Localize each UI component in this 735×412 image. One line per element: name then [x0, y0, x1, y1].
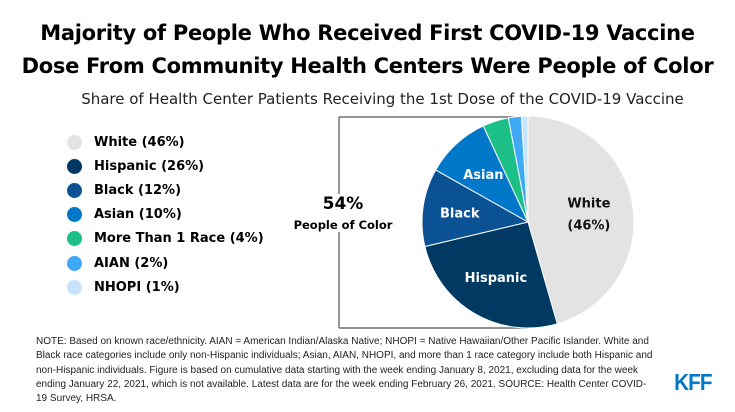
legend-label: Hispanic (26%) — [94, 158, 205, 174]
legend-swatch — [67, 231, 82, 247]
chart-title: Majority of People Who Received First CO… — [0, 17, 735, 83]
legend-item: Asian (10%) — [67, 203, 264, 227]
legend-label: Asian (10%) — [94, 207, 182, 223]
legend-swatch — [67, 279, 82, 295]
annotation-label: People of Color — [293, 218, 393, 232]
slice-label: Hispanic — [465, 271, 528, 286]
legend-swatch — [67, 134, 82, 150]
legend-item: Black (12%) — [67, 178, 264, 202]
title-line-2: Dose From Community Health Centers Were … — [21, 54, 714, 78]
legend-item: White (46%) — [67, 130, 264, 154]
chart-subtitle: Share of Health Center Patients Receivin… — [81, 90, 684, 108]
legend-label: More Than 1 Race (4%) — [94, 231, 264, 247]
slice-label: Black — [440, 206, 480, 221]
legend-label: Black (12%) — [94, 182, 182, 198]
slice-label: (46%) — [567, 218, 610, 233]
legend-label: NHOPI (1%) — [94, 279, 180, 295]
legend-label: White (46%) — [94, 134, 185, 150]
legend-label: AIAN (2%) — [94, 255, 169, 271]
legend-item: Hispanic (26%) — [67, 154, 264, 178]
kff-logo: KFF — [674, 369, 712, 395]
legend-swatch — [67, 255, 82, 271]
pie-slice-white — [527, 115, 635, 325]
footnote: NOTE: Based on known race/ethnicity. AIA… — [36, 336, 653, 405]
pie-slice-hispanic — [424, 221, 558, 329]
legend-swatch — [67, 207, 82, 223]
legend-swatch — [67, 182, 82, 198]
legend-item: More Than 1 Race (4%) — [67, 227, 264, 251]
legend: White (46%) Hispanic (26%) Black (12%) Asia… — [67, 130, 264, 299]
people-of-color-annotation: 54% People of Color — [288, 194, 398, 232]
title-line-1: Majority of People Who Received First CO… — [40, 21, 695, 45]
slice-label: White — [567, 196, 610, 211]
pie-slice-nhopi — [520, 115, 529, 223]
annotation-value: 54% — [322, 194, 364, 214]
slice-label: Asian — [463, 168, 503, 183]
legend-swatch — [67, 158, 82, 174]
legend-item: AIAN (2%) — [67, 251, 264, 275]
legend-item: NHOPI (1%) — [67, 275, 264, 299]
pie-slice-black — [421, 169, 530, 248]
